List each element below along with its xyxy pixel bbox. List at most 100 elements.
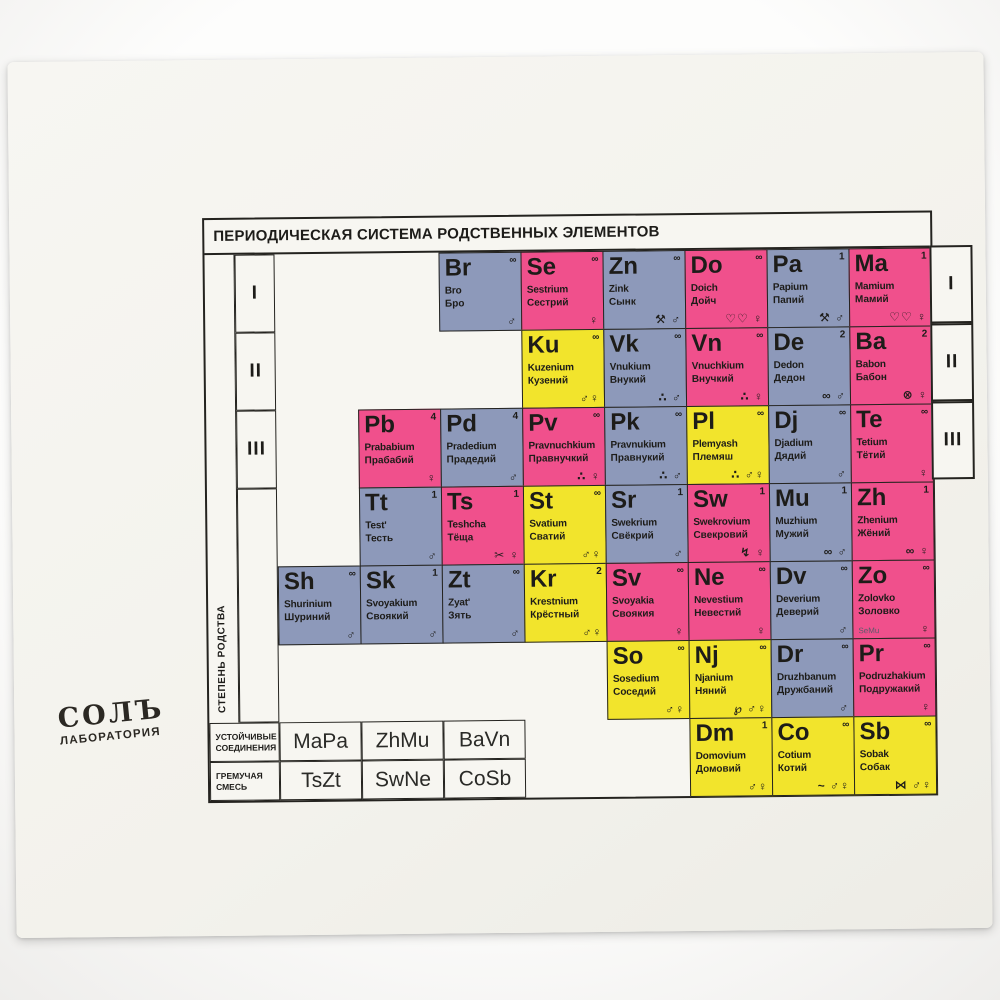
element-cell: Sv ∞ Svoyakia Своякия ♀ — [605, 562, 690, 642]
element-russian-name: Правнучкий — [528, 453, 589, 465]
element-symbol: Te — [856, 405, 883, 434]
element-cell: Pd 4 Pradedium Прадедий ♂ — [440, 407, 524, 488]
male-icon: ♂ — [836, 466, 847, 481]
element-symbol: Pd — [446, 410, 478, 438]
element-symbol: Ma — [854, 249, 889, 278]
element-symbol: Pb — [364, 411, 396, 439]
legend-pair-bavn: BaVn — [443, 719, 526, 760]
element-latin-name: Njanium — [694, 672, 734, 684]
element-symbol: St — [528, 487, 554, 515]
element-valence: 1 — [761, 720, 768, 732]
element-latin-name: Sosedium — [612, 673, 660, 685]
male-icon: ♂ — [510, 625, 521, 640]
element-valence: 1 — [923, 484, 930, 496]
element-valence: ∞ — [838, 407, 847, 419]
element-symbol: Ku — [527, 331, 560, 359]
sol-laboratory-logo: СОЛЪ ЛАБОРАТОРИЯ — [56, 692, 200, 747]
element-russian-name: Деверий — [776, 606, 820, 619]
element-russian-name: Прадедий — [446, 454, 497, 466]
male-icon: ♂ — [839, 700, 850, 715]
element-cell: Pk ∞ Pravnukium Правнукий ∴ ♂ — [604, 406, 688, 486]
rings-icon mirror-icon: ∞ ♀ — [905, 543, 930, 558]
balloons-icon mirror-icon: ∴ ♀ — [577, 468, 601, 484]
element-cell: Sr 1 Swekrium Свёкрий ♂ — [604, 484, 689, 564]
element-russian-name: Бро — [444, 298, 465, 310]
element-russian-name: Жёний — [857, 527, 891, 540]
element-cell: Nj ∞ Njanium Няний ℘ ♂♀ — [688, 639, 773, 720]
element-symbol: Ts — [446, 488, 474, 516]
element-latin-name: Plemyash — [692, 438, 738, 450]
balloons-icon male-icon female-icon: ∴ ♂♀ — [731, 467, 765, 482]
legend-pair-zhmu: ZhMu — [361, 720, 444, 761]
element-symbol: Nj — [694, 641, 719, 669]
element-valence: ∞ — [677, 643, 685, 655]
element-russian-name: Собак — [859, 761, 891, 774]
element-russian-name: Дядий — [774, 450, 807, 463]
glasses-icon male-icon: ∞ ♂ — [822, 388, 847, 403]
element-symbol: Zh — [856, 483, 887, 512]
male-icon female-icon: ♂♀ — [581, 546, 602, 562]
element-latin-name: Kuzenium — [527, 362, 574, 374]
legend-pair-tszt: TsZt — [279, 760, 363, 801]
element-latin-name: Mamium — [854, 280, 895, 293]
element-russian-name: Внукий — [609, 374, 646, 386]
element-russian-name: Невестий — [694, 607, 742, 619]
element-symbol: Sh — [283, 567, 315, 596]
element-cell: Te ∞ Tetium Тётий ♀ — [850, 403, 934, 484]
element-symbol: De — [773, 328, 805, 357]
element-cell: Co ∞ Cotium Котий ~ ♂♀ — [771, 716, 856, 797]
element-latin-name: Prababium — [364, 441, 415, 454]
element-valence: ∞ — [922, 562, 930, 574]
element-latin-name: Papium — [772, 281, 808, 294]
element-valence: 4 — [430, 411, 437, 423]
element-latin-name: Svoyakia — [612, 595, 654, 607]
periodic-table: ПЕРИОДИЧЕСКАЯ СИСТЕМА РОДСТВЕННЫХ ЭЛЕМЕН… — [202, 210, 939, 804]
element-russian-name: Прабабий — [364, 454, 414, 467]
element-symbol: Do — [690, 251, 723, 279]
element-cell: Dj ∞ Djadium Дядий ♂ — [768, 404, 852, 485]
element-symbol: Vk — [609, 330, 639, 358]
element-latin-name: Zyat' — [448, 597, 471, 609]
element-valence: ∞ — [592, 409, 601, 422]
yarn-icon mirror-icon: ⊗ ♀ — [902, 387, 929, 402]
element-russian-name: Тётий — [856, 449, 886, 462]
element-valence: ∞ — [756, 408, 765, 420]
row-numeral: II — [930, 323, 975, 402]
balloons-icon male-icon: ∴ ♂ — [659, 468, 683, 483]
element-latin-name: Krestnium — [530, 596, 578, 608]
element-latin-name: Muzhium — [775, 515, 818, 528]
element-symbol: Sr — [610, 486, 637, 514]
element-latin-name: Nevestium — [694, 594, 743, 606]
element-cell: Zo ∞ Zolovko Золовко SeMu ♀ — [851, 559, 936, 640]
pacifier-icon male-icon female-icon: ℘ ♂♀ — [733, 701, 768, 716]
element-symbol: Mu — [774, 484, 810, 513]
element-latin-name: Zolovko — [858, 592, 896, 605]
element-latin-name: Zink — [608, 283, 629, 295]
element-symbol: Kr — [529, 565, 557, 593]
element-russian-name: Дедон — [773, 372, 806, 385]
element-cell: Pa 1 Papium Папий ⚒ ♂ — [766, 248, 851, 329]
element-russian-name: Свекровий — [693, 529, 748, 541]
tools-icon male-icon: ⚒ ♂ — [655, 312, 682, 327]
element-cell: Dm 1 Domovium Домовий ♂♀ — [689, 717, 774, 798]
male-icon: ♂ — [428, 626, 439, 641]
mirror-icon: ♀ — [918, 465, 929, 480]
element-cell: St ∞ Svatium Сватий ♂♀ — [522, 484, 607, 565]
element-valence: ∞ — [509, 254, 517, 266]
element-valence: ∞ — [593, 487, 602, 500]
element-cell: Sb ∞ Sobak Собак ⋈ ♂♀ — [853, 715, 938, 796]
element-russian-name: Соседий — [613, 686, 657, 698]
male-icon female-icon: ♂♀ — [582, 624, 603, 640]
male-icon: ♂ — [507, 313, 518, 328]
element-valence: 1 — [432, 567, 438, 579]
element-cell: Vn ∞ Vnuchkium Внучкий ∴ ♀ — [685, 327, 770, 408]
element-russian-name: Сестрий — [526, 297, 569, 309]
male-icon: ♂ — [427, 548, 438, 563]
element-cell: Se ∞ Sestrium Сестрий ♀ — [520, 250, 605, 331]
hearts-icon mirror-icon: ♡♡ ♀ — [889, 309, 928, 324]
male-icon: ♂ — [346, 627, 357, 642]
element-symbol: Zn — [608, 252, 639, 280]
element-russian-name: Правнукий — [610, 452, 665, 464]
element-cell: Kr 2 Krestnium Крёстный ♂♀ — [523, 562, 608, 643]
